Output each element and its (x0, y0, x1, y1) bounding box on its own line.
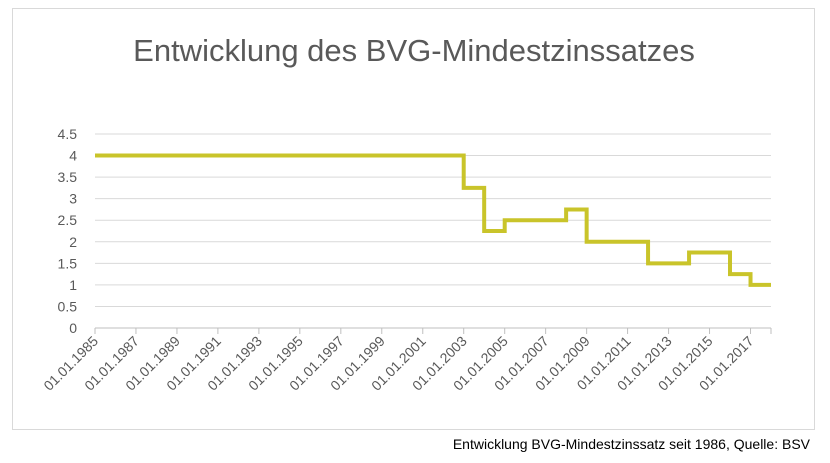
y-tick-label: 2.5 (58, 212, 78, 228)
series-line (95, 153, 771, 287)
y-tick-label: 0.5 (58, 298, 78, 314)
x-axis-ticks: 01.01.198501.01.198701.01.198901.01.1991… (40, 328, 772, 394)
series-layer (95, 153, 771, 287)
y-tick-label: 4 (69, 148, 77, 164)
gridlines (95, 133, 771, 329)
y-tick-label: 0 (69, 320, 77, 336)
y-tick-label: 1 (69, 277, 77, 293)
figure-caption: Entwicklung BVG-Mindestzinssatz seit 198… (452, 436, 810, 452)
y-tick-label: 1.5 (58, 255, 78, 271)
y-tick-label: 2 (69, 234, 77, 250)
y-axis-ticks: 0 0.5 1 1.5 2 2.5 3 3.5 4 4.5 (58, 126, 78, 336)
y-tick-label: 3.5 (58, 169, 78, 185)
chart: Entwicklung des BVG-Mindestzinssatzes 00… (40, 33, 772, 394)
y-tick-label: 3 (69, 191, 77, 207)
chart-title: Entwicklung des BVG-Mindestzinssatzes (133, 33, 695, 68)
y-tick-label: 4.5 (58, 126, 78, 142)
